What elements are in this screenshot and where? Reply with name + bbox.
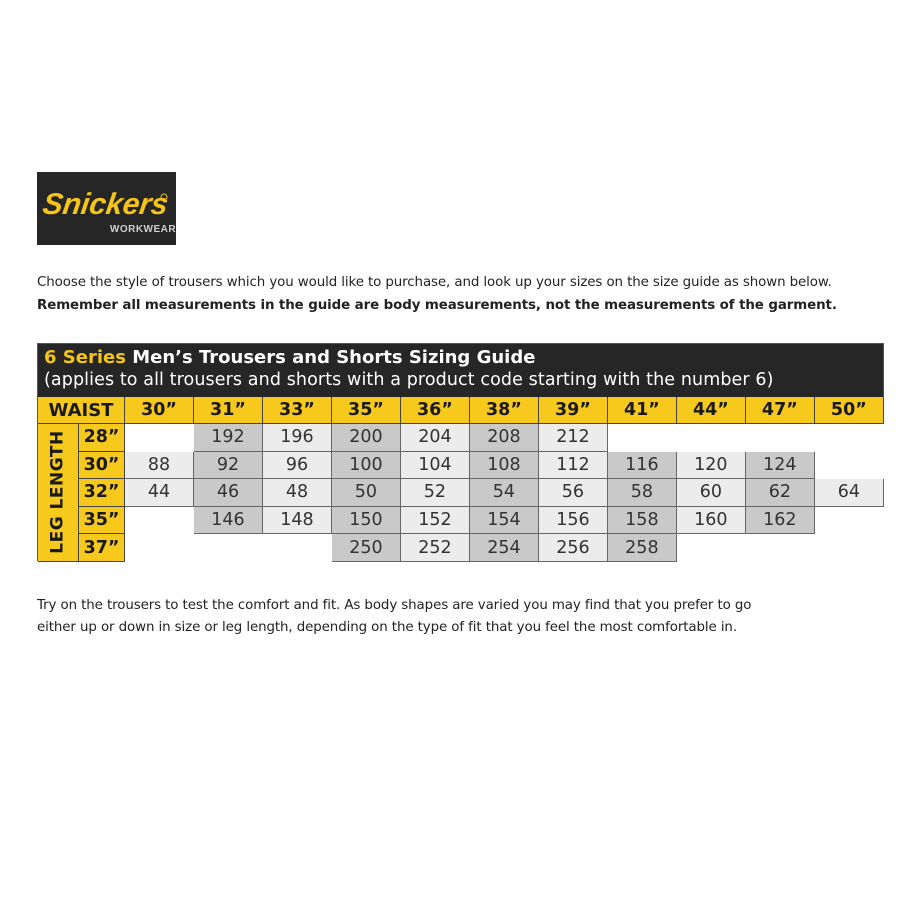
leg-size-header: 28”: [79, 424, 125, 452]
size-guide-table: 6 Series Men’s Trousers and Shorts Sizin…: [37, 343, 884, 562]
waist-size-header: 44”: [676, 397, 746, 424]
size-code-cell: [676, 424, 746, 452]
size-code-cell: 104: [400, 451, 470, 480]
size-code-cell: [125, 534, 194, 562]
waist-size-header: 50”: [814, 397, 884, 424]
size-code-cell: 48: [262, 479, 332, 507]
leg-length-label: LEG LENGTH: [48, 430, 68, 555]
svg-text:WORKWEAR: WORKWEAR: [110, 224, 176, 235]
size-code-cell: 64: [814, 479, 884, 507]
waist-size-header: 41”: [607, 397, 677, 424]
leg-size-header: 35”: [79, 506, 125, 535]
size-code-cell: [125, 506, 194, 535]
size-code-cell: 148: [262, 506, 332, 535]
waist-size-header: 36”: [400, 397, 470, 424]
leg-size-header: 30”: [79, 451, 125, 480]
size-code-cell: [814, 506, 884, 535]
size-code-cell: 208: [469, 424, 539, 452]
size-code-cell: [193, 534, 263, 562]
size-code-cell: [814, 451, 884, 480]
size-code-cell: 116: [607, 451, 677, 480]
waist-size-header: 47”: [745, 397, 815, 424]
size-code-cell: [814, 534, 884, 562]
size-code-cell: 200: [331, 424, 401, 452]
intro-notice: Remember all measurements in the guide a…: [37, 298, 837, 313]
size-code-cell: [745, 534, 815, 562]
size-code-cell: 96: [262, 451, 332, 480]
waist-size-header: 38”: [469, 397, 539, 424]
size-code-cell: 44: [125, 479, 194, 507]
fit-advice-text-2: either up or down in size or leg length,…: [37, 620, 737, 635]
size-code-cell: 152: [400, 506, 470, 535]
svg-text:Snickers: Snickers: [41, 188, 171, 221]
size-code-cell: [262, 534, 332, 562]
size-code-cell: 250: [331, 534, 401, 562]
size-code-cell: 254: [469, 534, 539, 562]
size-grid: WAIST 30” 31” 33” 35” 36” 38” 39” 41” 44” 47” 50” LE…: [38, 397, 884, 562]
waist-size-header: 31”: [193, 397, 263, 424]
size-code-cell: 92: [193, 451, 263, 480]
size-code-cell: 154: [469, 506, 539, 535]
size-code-cell: [676, 534, 746, 562]
size-code-cell: 256: [538, 534, 608, 562]
table-title: 6 Series Men’s Trousers and Shorts Sizin…: [44, 347, 535, 368]
size-code-cell: [607, 424, 677, 452]
size-code-cell: 160: [676, 506, 746, 535]
size-code-cell: [745, 424, 815, 452]
waist-size-header: 30”: [125, 397, 194, 424]
snickers-workwear-logo: Snickers WORKWEAR: [37, 172, 176, 245]
size-code-cell: 52: [400, 479, 470, 507]
waist-size-header: 35”: [331, 397, 401, 424]
size-code-cell: 258: [607, 534, 677, 562]
size-code-cell: 204: [400, 424, 470, 452]
size-code-cell: 50: [331, 479, 401, 507]
size-code-cell: 60: [676, 479, 746, 507]
size-code-cell: 56: [538, 479, 608, 507]
leg-size-header: 32”: [79, 479, 125, 507]
size-code-cell: 158: [607, 506, 677, 535]
size-code-cell: 196: [262, 424, 332, 452]
waist-header: WAIST: [38, 397, 125, 424]
title-text: Men’s Trousers and Shorts Sizing Guide: [132, 347, 536, 368]
size-code-cell: 156: [538, 506, 608, 535]
size-code-cell: [814, 424, 884, 452]
series-label: 6 Series: [44, 347, 126, 368]
size-code-cell: 46: [193, 479, 263, 507]
waist-size-header: 39”: [538, 397, 608, 424]
waist-size-header: 33”: [262, 397, 332, 424]
size-code-cell: 212: [538, 424, 608, 452]
size-code-cell: 112: [538, 451, 608, 480]
size-code-cell: 100: [331, 451, 401, 480]
size-code-cell: 88: [125, 451, 194, 480]
leg-length-header: LEG LENGTH: [38, 424, 79, 562]
size-code-cell: 124: [745, 451, 815, 480]
size-code-cell: 108: [469, 451, 539, 480]
size-code-cell: [125, 424, 194, 452]
size-code-cell: 192: [193, 424, 263, 452]
size-code-cell: 54: [469, 479, 539, 507]
size-code-cell: 150: [331, 506, 401, 535]
size-code-cell: 146: [193, 506, 263, 535]
table-subtitle: (applies to all trousers and shorts with…: [44, 370, 774, 390]
size-code-cell: 120: [676, 451, 746, 480]
size-code-cell: 252: [400, 534, 470, 562]
size-code-cell: 58: [607, 479, 677, 507]
size-code-cell: 62: [745, 479, 815, 507]
table-header: 6 Series Men’s Trousers and Shorts Sizin…: [38, 344, 883, 397]
size-code-cell: 162: [745, 506, 815, 535]
intro-text: Choose the style of trousers which you w…: [37, 275, 832, 290]
leg-size-header: 37”: [79, 534, 125, 562]
fit-advice-text: Try on the trousers to test the comfort …: [37, 598, 752, 613]
